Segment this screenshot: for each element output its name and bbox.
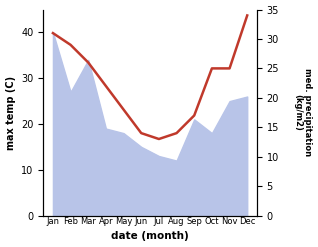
Y-axis label: med. precipitation
(kg/m2): med. precipitation (kg/m2) [293, 68, 313, 157]
X-axis label: date (month): date (month) [111, 231, 189, 242]
Y-axis label: max temp (C): max temp (C) [5, 76, 16, 150]
